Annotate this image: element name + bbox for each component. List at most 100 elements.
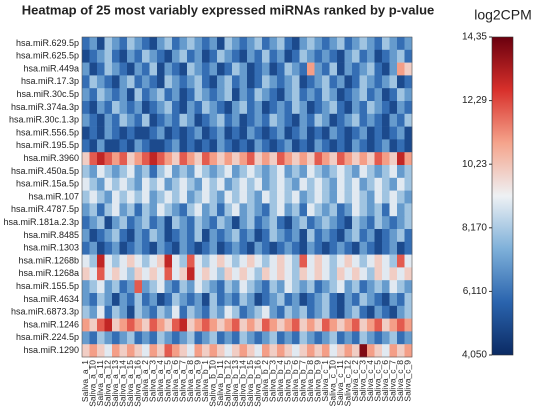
cell xyxy=(292,344,300,358)
cell xyxy=(359,113,368,127)
cell xyxy=(247,165,255,179)
cell xyxy=(329,229,338,243)
cell xyxy=(142,216,150,230)
cell xyxy=(389,305,398,319)
cell xyxy=(149,203,158,217)
cell xyxy=(367,62,375,76)
cell xyxy=(149,267,158,281)
cell xyxy=(404,280,413,294)
cell xyxy=(277,344,285,358)
cell xyxy=(262,254,270,268)
cell xyxy=(104,331,113,345)
cell xyxy=(157,101,165,115)
cell xyxy=(149,101,158,115)
cell xyxy=(217,37,225,51)
cell xyxy=(367,113,375,127)
cell xyxy=(307,305,315,319)
cell xyxy=(397,177,405,191)
cell xyxy=(299,88,308,102)
cell xyxy=(329,101,338,115)
cell xyxy=(104,113,113,127)
cell xyxy=(247,241,255,255)
cell xyxy=(119,37,128,51)
cell xyxy=(172,267,180,281)
cell xyxy=(202,75,210,89)
cell xyxy=(299,241,308,255)
cell xyxy=(112,152,120,166)
cell xyxy=(344,331,353,345)
cell xyxy=(164,49,173,63)
cell xyxy=(194,101,203,115)
row-label: hsa.miR.1246 xyxy=(23,319,79,329)
cell xyxy=(262,49,270,63)
cell xyxy=(352,165,360,179)
cell xyxy=(172,152,180,166)
cell xyxy=(232,331,240,345)
column-label: Saliva_a_1 xyxy=(80,360,90,402)
cell xyxy=(269,152,278,166)
cell xyxy=(344,190,353,204)
row-label: hsa.miR.1290 xyxy=(23,345,79,355)
cell xyxy=(359,37,368,51)
cell xyxy=(247,126,255,140)
cell xyxy=(217,241,225,255)
cell xyxy=(112,344,120,358)
cell xyxy=(277,216,285,230)
cell xyxy=(224,241,233,255)
cell xyxy=(367,318,375,332)
cell xyxy=(104,241,113,255)
cell xyxy=(82,139,90,153)
cell xyxy=(367,267,375,281)
cell xyxy=(89,139,98,153)
cell xyxy=(284,318,293,332)
cell xyxy=(269,331,278,345)
cell xyxy=(314,62,323,76)
cell xyxy=(269,305,278,319)
cell xyxy=(322,165,330,179)
cell xyxy=(194,88,203,102)
cell xyxy=(299,267,308,281)
cell xyxy=(217,139,225,153)
cell xyxy=(209,267,218,281)
cell xyxy=(277,331,285,345)
cell xyxy=(344,37,353,51)
cell xyxy=(269,49,278,63)
cell xyxy=(367,101,375,115)
cell xyxy=(217,344,225,358)
column-label: Saliva_c_3 xyxy=(358,360,368,402)
cell xyxy=(157,305,165,319)
cell xyxy=(194,190,203,204)
cell xyxy=(299,229,308,243)
cell xyxy=(284,305,293,319)
cell xyxy=(284,344,293,358)
cell xyxy=(322,241,330,255)
cell xyxy=(344,88,353,102)
cell xyxy=(119,305,128,319)
column-label: Saliva_b_7 xyxy=(298,360,308,402)
cell xyxy=(247,152,255,166)
cell xyxy=(187,241,195,255)
cell xyxy=(202,88,210,102)
row-label: hsa.miR.8485 xyxy=(23,230,79,240)
cell xyxy=(329,331,338,345)
cell xyxy=(134,113,143,127)
cell xyxy=(142,152,150,166)
cell xyxy=(262,241,270,255)
cell xyxy=(292,254,300,268)
cell xyxy=(247,49,255,63)
cell xyxy=(359,177,368,191)
colorbar xyxy=(491,36,514,356)
cell xyxy=(127,152,135,166)
cell xyxy=(352,280,360,294)
cell xyxy=(247,101,255,115)
cell xyxy=(172,305,180,319)
cell xyxy=(284,241,293,255)
cell xyxy=(389,190,398,204)
cell xyxy=(307,62,315,76)
cell xyxy=(209,49,218,63)
column-label: Saliva_b_6 xyxy=(290,360,300,402)
cell xyxy=(82,165,90,179)
cell xyxy=(89,177,98,191)
cell xyxy=(247,229,255,243)
cell xyxy=(157,126,165,140)
